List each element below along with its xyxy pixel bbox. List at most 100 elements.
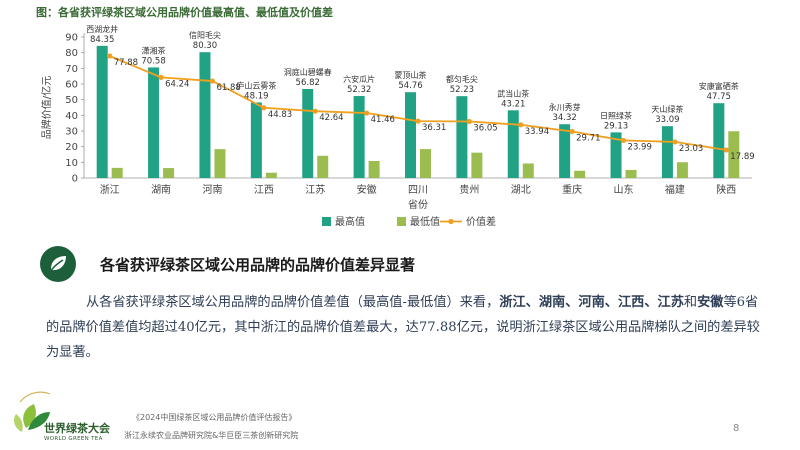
x-tick-label: 湖南 [151,183,171,196]
brand-name-label: 庐山云雾茶 [236,81,276,91]
max-value-label: 84.35 [90,35,114,45]
brand-name-label: 日照绿茶 [600,110,632,120]
diff-value-label: 36.31 [422,123,446,133]
max-value-label: 80.30 [193,41,217,51]
diff-value-label: 44.83 [268,110,292,120]
diff-value-label: 64.24 [165,79,189,89]
y-tick-label: 10 [65,158,78,169]
bar-max [405,92,416,178]
x-tick-label: 贵州 [459,183,479,196]
y-axis-label: 品牌价值/亿元 [40,76,53,139]
legend-label-min: 最低值 [410,215,440,228]
conference-logo [14,391,51,432]
brand-name-label: 信阳毛尖 [189,30,221,40]
bar-min [471,152,483,178]
footer-org: 浙江永续农业品牌研究院&华巨臣三茶创新研究院 [124,431,299,440]
bar-max [559,124,571,178]
diff-value-label: 23.03 [679,144,703,154]
diff-point [672,139,678,145]
diff-value-label: 36.05 [473,124,497,134]
max-value-label: 47.75 [707,92,731,102]
bar-max [661,126,673,178]
diff-point [107,53,113,59]
bar-max [199,52,211,178]
logo-text-cn: 世界绿茶大会 [44,422,110,435]
bar-max [96,45,108,178]
figure-title: 图：各省获评绿茶区域公用品牌价值最高值、最低值及价值差 [36,6,333,19]
bar-max [713,103,725,178]
brand-name-label: 潇湘茶 [142,45,166,55]
bar-min [163,168,175,178]
bar-min [111,167,123,178]
brand-name-label: 六安瓜片 [343,74,375,84]
brand-name-label: 洞庭山碧螺春 [284,67,332,77]
y-tick-label: 0 [72,174,78,185]
bar-min [368,160,380,178]
bar-min [420,149,431,178]
diff-value-label: 42.64 [319,113,343,123]
diff-point [723,147,729,153]
brand-name-label: 永川秀芽 [549,102,581,112]
y-tick-label: 70 [65,64,78,75]
max-value-label: 54.76 [398,81,422,91]
max-value-label: 52.32 [347,85,371,95]
max-value-label: 34.32 [552,113,576,123]
x-tick-label: 河南 [202,183,222,196]
max-value-label: 48.19 [244,92,268,102]
diff-point [209,78,216,84]
legend-label-diff: 价值差 [466,215,496,228]
max-value-label: 56.82 [296,78,320,88]
section-header: 各省获评绿茶区域公用品牌的品牌价值差异显著 [40,246,415,282]
x-tick-label: 江西 [254,184,274,196]
x-tick-label: 安徽 [357,183,377,196]
bar-max [610,132,622,178]
brand-name-label: 天山绿茶 [651,104,683,114]
diff-point [261,105,267,111]
brand-name-label: 蒙顶山茶 [395,70,427,80]
y-tick-label: 30 [65,127,78,138]
x-tick-label: 江苏 [305,183,325,196]
bar-max [353,96,365,178]
y-tick-label: 20 [65,142,78,153]
bar-min [214,149,226,178]
diff-point [466,118,472,125]
section-title: 各省获评绿茶区域公用品牌的品牌价值差异显著 [100,255,416,274]
max-value-label: 43.21 [501,99,525,109]
diff-value-label: 77.88 [114,58,138,68]
y-tick-label: 90 [65,33,78,44]
bar-max [302,88,314,178]
page-number: 8 [733,423,740,434]
y-tick-label: 80 [65,48,78,59]
max-value-label: 70.58 [141,56,165,66]
legend-swatch-min [397,217,406,226]
bold-anhui: 安徽 [697,295,724,310]
max-value-label: 52.23 [450,85,474,95]
x-axis-label: 省份 [408,198,428,211]
para-and: 和 [683,295,698,310]
bar-min [317,155,329,178]
brand-name-label: 都匀毛尖 [446,74,478,84]
x-tick-label: 重庆 [562,183,582,196]
bar-max [456,96,468,178]
footer-source: 《2024中国绿茶区域公用品牌价值评估报告》 [132,413,297,422]
diff-point [312,108,318,114]
leaf-icon [40,246,76,282]
diff-point [415,118,421,124]
x-tick-label: 福建 [665,183,685,196]
analysis-paragraph: 从各省获评绿茶区域公用品牌的品牌价值差值（最高值-最低值）来看，浙江、湖南、河南… [46,290,762,365]
y-tick-label: 40 [65,111,78,122]
diff-value-label: 17.89 [730,152,754,162]
para-part-2: 等6省的品牌价值差值均超过40亿元，其中浙江的品牌价值差最大，达77.88亿元，… [46,295,760,360]
diff-point [518,122,524,128]
diff-point [158,74,164,80]
diff-value-label: 33.94 [525,127,549,137]
x-tick-label: 四川 [408,185,428,196]
y-tick-label: 60 [65,80,78,91]
bar-min [522,163,534,178]
bar-max [148,67,160,178]
bar-min [574,170,586,178]
para-part-1: 从各省获评绿茶区域公用品牌的品牌价值差值（最高值-最低值）来看， [86,295,500,310]
bar-max [250,102,262,178]
y-tick-label: 50 [65,95,78,106]
